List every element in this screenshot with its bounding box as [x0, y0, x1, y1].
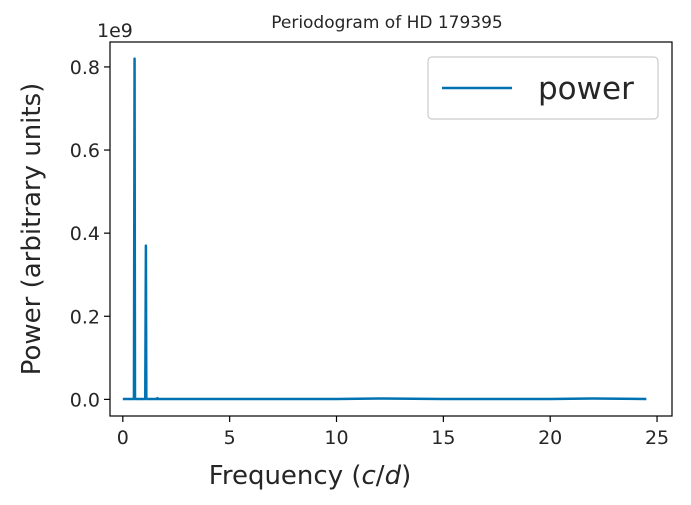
series-layer — [122, 57, 647, 401]
x-tick-label: 20 — [538, 427, 562, 449]
series-line-power — [122, 57, 647, 401]
y-tick-label: 0.6 — [70, 140, 100, 162]
x-tick-label: 10 — [324, 427, 348, 449]
x-axis-label: Frequency (c/d) — [209, 461, 411, 491]
legend-label-power: power — [538, 71, 634, 107]
y-tick-label: 0.2 — [70, 306, 100, 328]
y-tick-label: 0.8 — [70, 57, 100, 79]
x-tick-label: 15 — [431, 427, 455, 449]
legend: power — [427, 56, 659, 120]
x-tick-label: 5 — [224, 427, 236, 449]
chart-title: Periodogram of HD 179395 — [271, 13, 503, 33]
x-tick-label: 25 — [645, 427, 669, 449]
x-axis-ticks: 0 5 10 15 20 25 — [117, 416, 669, 449]
plot-area — [109, 41, 673, 417]
y-axis-label: Power (arbitrary units) — [17, 83, 47, 376]
plot-frame — [109, 41, 673, 417]
x-tick-label: 0 — [117, 427, 129, 449]
y-axis-offset-label: 1e9 — [97, 20, 133, 42]
y-tick-label: 0.4 — [70, 223, 100, 245]
legend-box — [427, 56, 659, 120]
y-tick-label: 0.0 — [70, 389, 100, 411]
y-axis-ticks: 0.0 0.2 0.4 0.6 0.8 — [70, 57, 110, 411]
